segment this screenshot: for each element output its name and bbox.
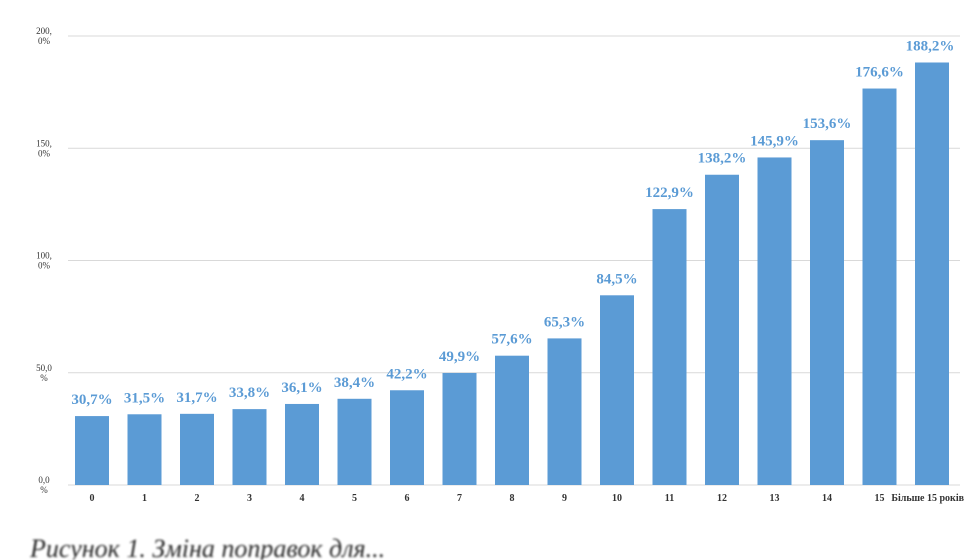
y-tick-label: 0,0% <box>38 475 50 495</box>
x-tick-label: 10 <box>612 493 622 504</box>
bar-value-label: 42,2% <box>386 366 427 382</box>
bar-value-label: 188,2% <box>906 38 955 54</box>
x-tick-label: 4 <box>300 493 305 504</box>
x-axis-tick-labels: 0 1 2 3 4 5 6 7 8 9 10 11 12 13 14 15 Більше 15 років <box>90 493 965 504</box>
bar-value-label: 122,9% <box>645 185 694 201</box>
bar-value-label: 138,2% <box>698 151 747 167</box>
x-tick-label: 5 <box>352 493 357 504</box>
y-tick-label: 200, 0% <box>36 26 52 46</box>
bar <box>285 403 319 485</box>
bar <box>337 398 372 485</box>
bar <box>810 140 844 485</box>
x-tick-label: 0 <box>90 493 95 504</box>
bar-value-label: 65,3% <box>544 314 585 330</box>
bar-value-labels: 30,7% 31,5% 31,7% 33,8% 36,1% 38,4% 42,2% 49,9%… <box>71 38 954 408</box>
bar-value-label: 36,1% <box>281 380 322 396</box>
bar-value-label: 31,5% <box>124 390 165 406</box>
bar-value-label: 30,7% <box>71 392 112 408</box>
bar <box>127 414 162 485</box>
bar <box>652 209 687 486</box>
x-tick-label: 6 <box>405 493 410 504</box>
x-tick-label: 15 <box>875 493 885 504</box>
bar <box>915 62 949 486</box>
bar <box>442 372 477 485</box>
bar <box>75 416 109 485</box>
x-tick-label: 12 <box>717 493 727 504</box>
bar <box>547 338 582 485</box>
x-tick-label: 11 <box>665 493 674 504</box>
x-tick-label: 2 <box>195 493 200 504</box>
bar-value-label: 49,9% <box>439 349 480 365</box>
bar <box>180 413 214 485</box>
y-tick-label: 100, 0% <box>36 251 52 271</box>
x-tick-label: 3 <box>247 493 252 504</box>
bar <box>600 295 634 485</box>
bar <box>862 88 897 486</box>
figure-caption: Рисунок 1. Зміна поправок для... <box>30 534 386 560</box>
x-tick-label: 14 <box>822 493 832 504</box>
bar-value-label: 31,7% <box>176 390 217 406</box>
bars <box>75 62 949 486</box>
bar <box>705 174 739 485</box>
bar <box>757 157 792 485</box>
bar <box>232 409 267 485</box>
x-tick-label: 8 <box>510 493 515 504</box>
x-tick-label: 9 <box>562 493 567 504</box>
x-tick-label: 13 <box>770 493 780 504</box>
y-tick-label: 50,0% <box>36 363 52 383</box>
bar <box>390 390 424 485</box>
bar-value-label: 176,6% <box>855 65 904 81</box>
x-tick-label: 1 <box>142 493 147 504</box>
bar-value-label: 153,6% <box>803 116 852 132</box>
bar-chart: 0,0 %50,0 %100, 0%150, 0%200, 0% 30,7% 31,5% 31… <box>36 26 965 504</box>
x-tick-label: Більше 15 років <box>891 493 964 504</box>
y-tick-label: 150, 0% <box>36 138 52 158</box>
bar-value-label: 145,9% <box>750 133 799 149</box>
bar-value-label: 33,8% <box>229 385 270 401</box>
bar <box>495 355 529 485</box>
bar-value-label: 57,6% <box>491 332 532 348</box>
y-axis-tick-labels: 0,0 % 50,0 % 100, 0% 150, 0% 200, 0% <box>36 26 52 495</box>
x-tick-label: 7 <box>457 493 462 504</box>
bar-value-label: 84,5% <box>596 271 637 287</box>
bar-value-label: 38,4% <box>334 375 375 391</box>
